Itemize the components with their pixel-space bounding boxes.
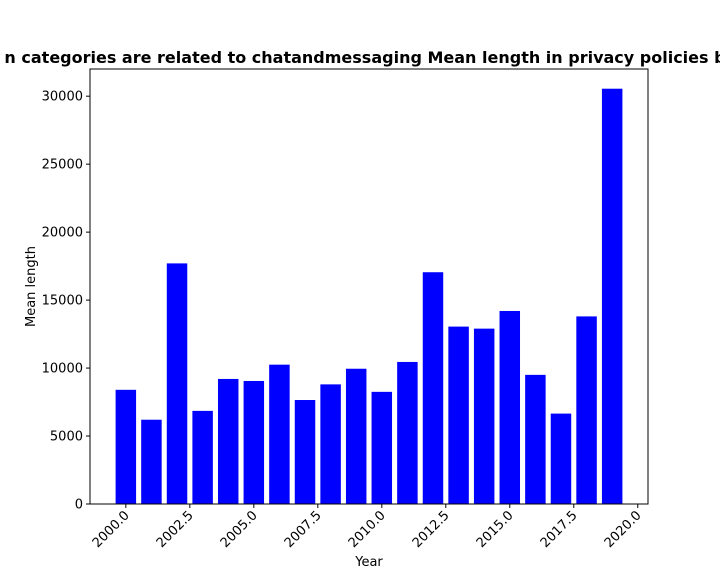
bar-2008 <box>320 384 341 505</box>
y-axis: 0 5000 10000 15000 20000 25000 30000 <box>42 90 90 513</box>
bar-2019 <box>601 88 623 505</box>
plot-frame <box>89 68 649 505</box>
bar-2001 <box>141 419 162 504</box>
x-tick-label: 2012.5 <box>410 508 453 551</box>
x-tick-label: 2015.0 <box>474 508 517 551</box>
bar-2015 <box>499 310 521 504</box>
x-tick-label: 2020.0 <box>602 508 645 551</box>
x-tick-label: 2000.0 <box>90 508 133 551</box>
bar-2017 <box>550 413 572 504</box>
x-tick-label: 2007.5 <box>282 508 325 551</box>
bar-2004 <box>217 378 239 504</box>
bar-2006 <box>269 364 290 504</box>
y-tick-label: 20000 <box>42 226 83 241</box>
bar-2016 <box>525 374 546 504</box>
x-tick-label: 2010.0 <box>346 508 389 551</box>
bar-2012 <box>422 272 444 504</box>
bar-2014 <box>473 328 495 504</box>
bar-2010 <box>371 391 393 504</box>
x-axis: 2000.0 2002.5 2005.0 2007.5 2010.0 2012.5 2015… <box>90 504 645 551</box>
x-tick-label: 2002.5 <box>154 508 197 551</box>
bar-2002 <box>166 263 188 504</box>
x-tick-label: 2017.5 <box>538 508 581 551</box>
bar-2013 <box>448 326 469 504</box>
bar-2009 <box>345 368 367 504</box>
y-tick-label: 10000 <box>42 362 83 377</box>
bar-2018 <box>576 316 597 504</box>
bar-2000 <box>115 389 137 504</box>
bar-2003 <box>192 410 213 504</box>
y-tick-label: 0 <box>75 498 83 513</box>
chart-title: n categories are related to chatandmessa… <box>4 48 720 67</box>
y-axis-label: Mean length <box>24 246 39 327</box>
bar-2007 <box>294 400 316 504</box>
y-tick-label: 5000 <box>50 430 83 445</box>
x-tick-label: 2005.0 <box>218 508 261 551</box>
y-tick-label: 15000 <box>42 294 83 309</box>
bars-layer <box>115 88 623 505</box>
bar-2005 <box>243 380 265 504</box>
x-axis-label: Year <box>354 555 383 570</box>
y-tick-label: 25000 <box>42 158 83 173</box>
bar-2011 <box>397 361 418 504</box>
y-tick-label: 30000 <box>42 90 83 105</box>
